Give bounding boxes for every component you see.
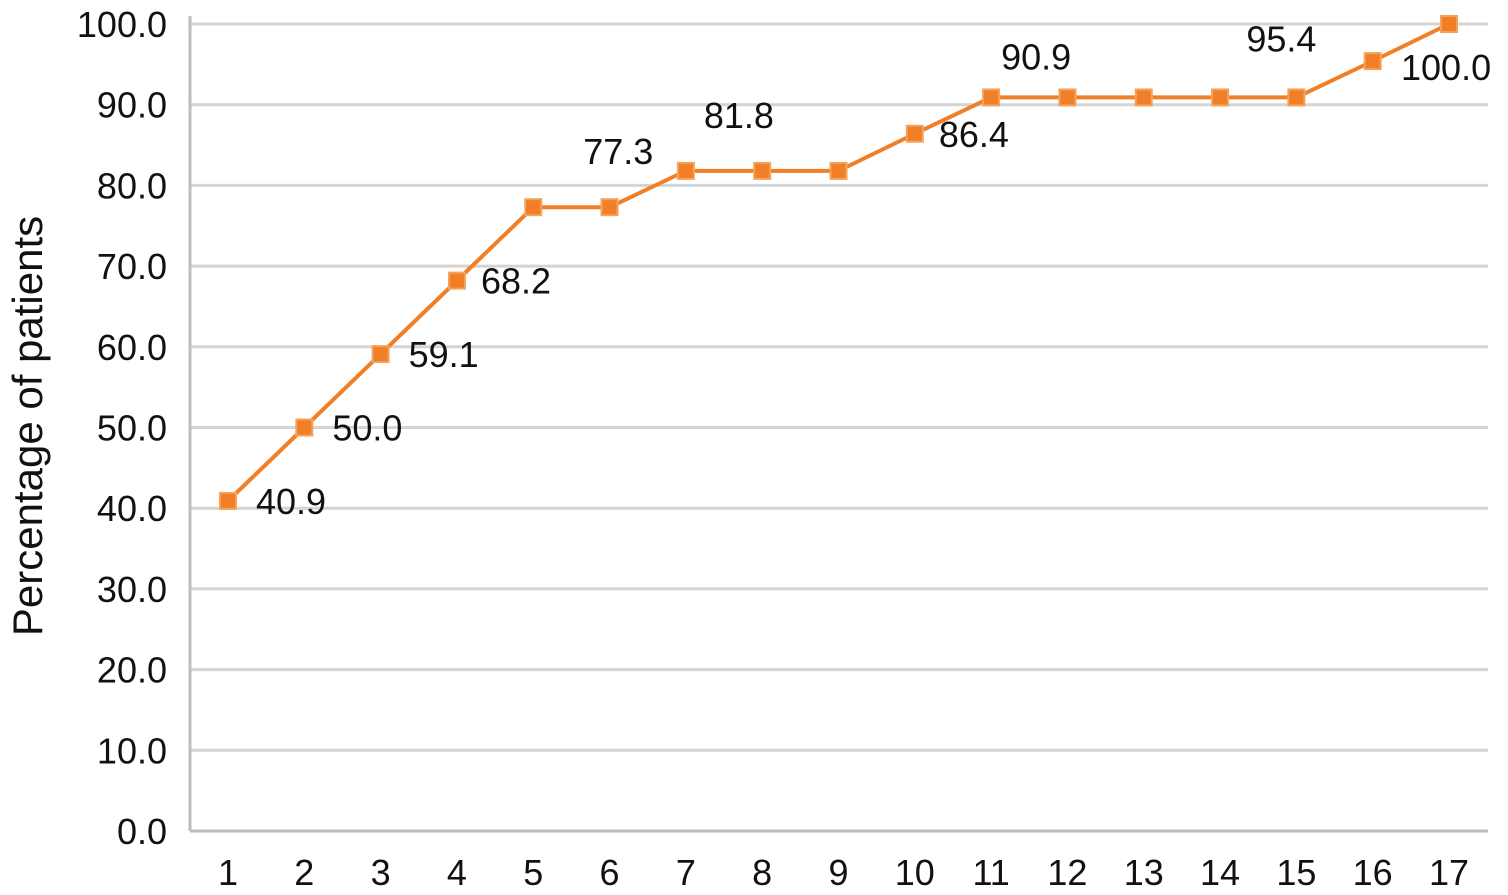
x-tick-label: 15 xyxy=(1276,852,1316,893)
data-point-marker xyxy=(1287,88,1306,107)
x-tick-label: 16 xyxy=(1353,852,1393,893)
y-axis-label: Percentage of patients xyxy=(4,216,51,636)
data-label: 90.9 xyxy=(1001,36,1071,77)
series-line xyxy=(226,22,1450,503)
data-label: 59.1 xyxy=(409,334,479,375)
data-point-marker xyxy=(753,161,772,180)
data-point-marker xyxy=(371,345,390,364)
data-label: 40.9 xyxy=(256,481,326,522)
y-tick-label: 10.0 xyxy=(97,730,167,771)
data-point-marker xyxy=(1134,88,1153,107)
data-point-marker xyxy=(600,198,619,217)
data-labels: 40.950.059.168.2 77.3 81.8 86.4 90.9 95.4 100.… xyxy=(256,18,1491,522)
data-point-marker xyxy=(829,161,848,180)
data-label: 86.4 xyxy=(939,114,1009,155)
data-label: 81.8 xyxy=(704,95,774,136)
data-point-marker xyxy=(1211,88,1230,107)
data-point-marker xyxy=(219,491,237,510)
x-tick-label: 17 xyxy=(1429,852,1469,893)
data-point-marker xyxy=(524,198,543,217)
x-tick-label: 14 xyxy=(1200,852,1240,893)
data-point-marker xyxy=(1440,15,1458,33)
axes: 0.0 10.0 20.0 30.0 40.0 50.0 60.0 70.0 80.0 90.0 1… xyxy=(77,4,1488,893)
gridlines xyxy=(190,22,1488,752)
x-tick-label: 5 xyxy=(523,852,543,893)
series xyxy=(219,15,1458,510)
y-tick-label: 0.0 xyxy=(117,811,167,852)
x-tick-label: 7 xyxy=(676,852,696,893)
y-tick-label: 70.0 xyxy=(97,246,167,287)
x-tick-label: 13 xyxy=(1124,852,1164,893)
data-label: 95.4 xyxy=(1246,18,1316,59)
x-tick-label: 10 xyxy=(895,852,935,893)
data-point-marker xyxy=(982,88,1001,107)
data-point-marker xyxy=(295,418,314,437)
data-label: 77.3 xyxy=(583,131,653,172)
data-point-marker xyxy=(1058,88,1077,107)
x-tick-label: 3 xyxy=(371,852,391,893)
y-tick-label: 20.0 xyxy=(97,650,167,691)
x-tick-label: 8 xyxy=(752,852,772,893)
data-point-marker xyxy=(905,124,924,143)
data-point-marker xyxy=(676,161,695,180)
data-label: 100.0 xyxy=(1401,47,1491,88)
data-label: 68.2 xyxy=(481,261,551,302)
y-tick-label: 90.0 xyxy=(97,85,167,126)
y-tick-label: 40.0 xyxy=(97,488,167,529)
data-label: 50.0 xyxy=(332,408,402,449)
x-tick-label: 11 xyxy=(972,852,1009,893)
x-tick-label: 4 xyxy=(447,852,467,893)
x-tick-label: 12 xyxy=(1047,852,1087,893)
x-tick-label: 9 xyxy=(828,852,848,893)
x-tick-label: 2 xyxy=(294,852,314,893)
y-tick-label: 60.0 xyxy=(97,327,167,368)
data-point-marker xyxy=(447,271,466,290)
y-tick-label: 30.0 xyxy=(97,569,167,610)
y-tick-label: 80.0 xyxy=(97,165,167,206)
data-point-marker xyxy=(1363,52,1382,71)
y-tick-label: 50.0 xyxy=(97,408,167,449)
y-tick-label: 100.0 xyxy=(77,4,167,45)
x-tick-label: 6 xyxy=(600,852,620,893)
x-tick-label: 1 xyxy=(218,852,238,893)
